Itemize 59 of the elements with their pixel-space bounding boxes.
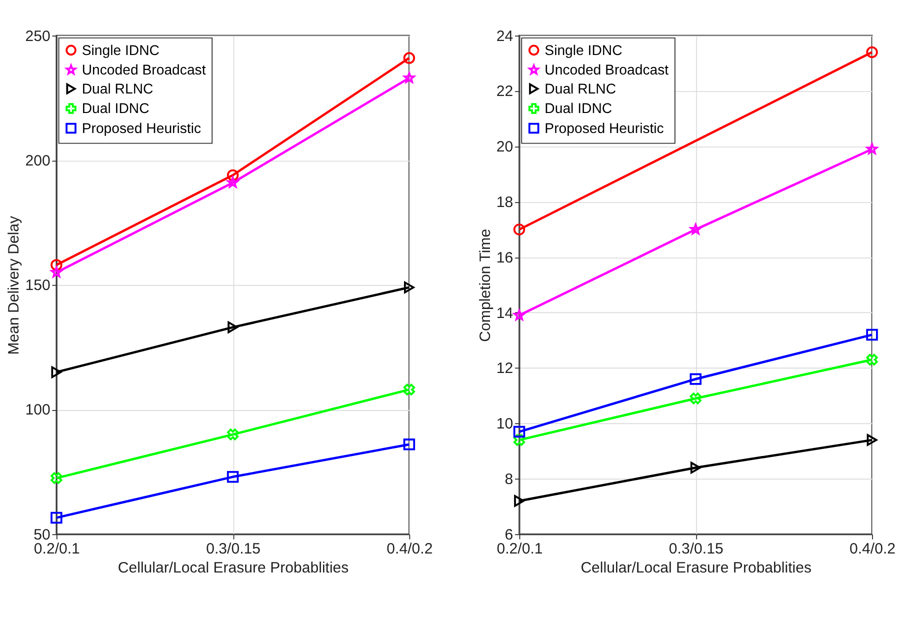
y-tick-label: 22 [496, 83, 514, 100]
y-axis-title: Completion Time [476, 228, 494, 342]
point [513, 224, 526, 236]
x-tick-label: 0.3/0.15 [668, 540, 724, 558]
y-tick-label: 14 [496, 304, 514, 322]
point [514, 495, 524, 507]
point [866, 328, 878, 341]
legend-label: Uncoded Broadcast [544, 62, 669, 78]
point [226, 470, 239, 483]
point [226, 169, 239, 182]
y-axis-title: Mean Delivery Delay [6, 215, 23, 355]
point [404, 72, 415, 83]
point [866, 354, 878, 366]
legend-label: Dual RLNC [544, 80, 616, 96]
y-tick-label: 8 [504, 470, 514, 488]
y-tick-label: 12 [496, 360, 514, 378]
y-tick-label: 200 [25, 152, 50, 170]
point [690, 392, 702, 404]
legend-label: Single IDNC [82, 42, 160, 58]
point [690, 462, 701, 474]
point [513, 426, 526, 438]
x-tick-label: 0.4/0.2 [386, 540, 433, 558]
point [50, 472, 62, 484]
point [404, 282, 414, 294]
legend-label: Dual RLNC [82, 80, 154, 96]
y-tick-label: 24 [496, 28, 514, 45]
y-tick-label: 100 [25, 402, 50, 419]
legend-label: Uncoded Broadcast [82, 62, 206, 78]
legend-label: Proposed Heuristic [82, 120, 202, 136]
x-axis-title: Cellular/Local Erasure Probablities [118, 559, 349, 576]
legend-label: Dual IDNC [82, 100, 150, 116]
point [866, 143, 878, 154]
x-tick-label: 0.3/0.15 [206, 540, 260, 558]
point [50, 259, 62, 271]
y-tick-label: 20 [496, 138, 514, 156]
point [50, 512, 62, 524]
point [403, 52, 416, 64]
x-axis-title: Cellular/Local Erasure Probablities [580, 559, 812, 576]
point [228, 321, 238, 334]
point [51, 366, 62, 378]
legend-label: Single IDNC [544, 42, 622, 58]
point [514, 309, 525, 320]
legend-label: Dual IDNC [544, 100, 612, 116]
point [403, 438, 416, 450]
x-tick-label: 0.4/0.2 [849, 540, 896, 558]
point [866, 46, 878, 58]
y-tick-label: 150 [25, 277, 50, 294]
point [866, 434, 878, 446]
point [403, 384, 416, 396]
legend-label: Proposed Heuristic [544, 120, 664, 136]
point [690, 224, 702, 234]
y-tick-label: 250 [25, 28, 50, 45]
point [227, 176, 238, 188]
point [227, 428, 239, 440]
y-tick-label: 18 [496, 194, 514, 211]
point [690, 373, 702, 385]
y-tick-label: 10 [496, 416, 514, 433]
y-tick-label: 16 [496, 249, 514, 266]
point [513, 434, 526, 446]
